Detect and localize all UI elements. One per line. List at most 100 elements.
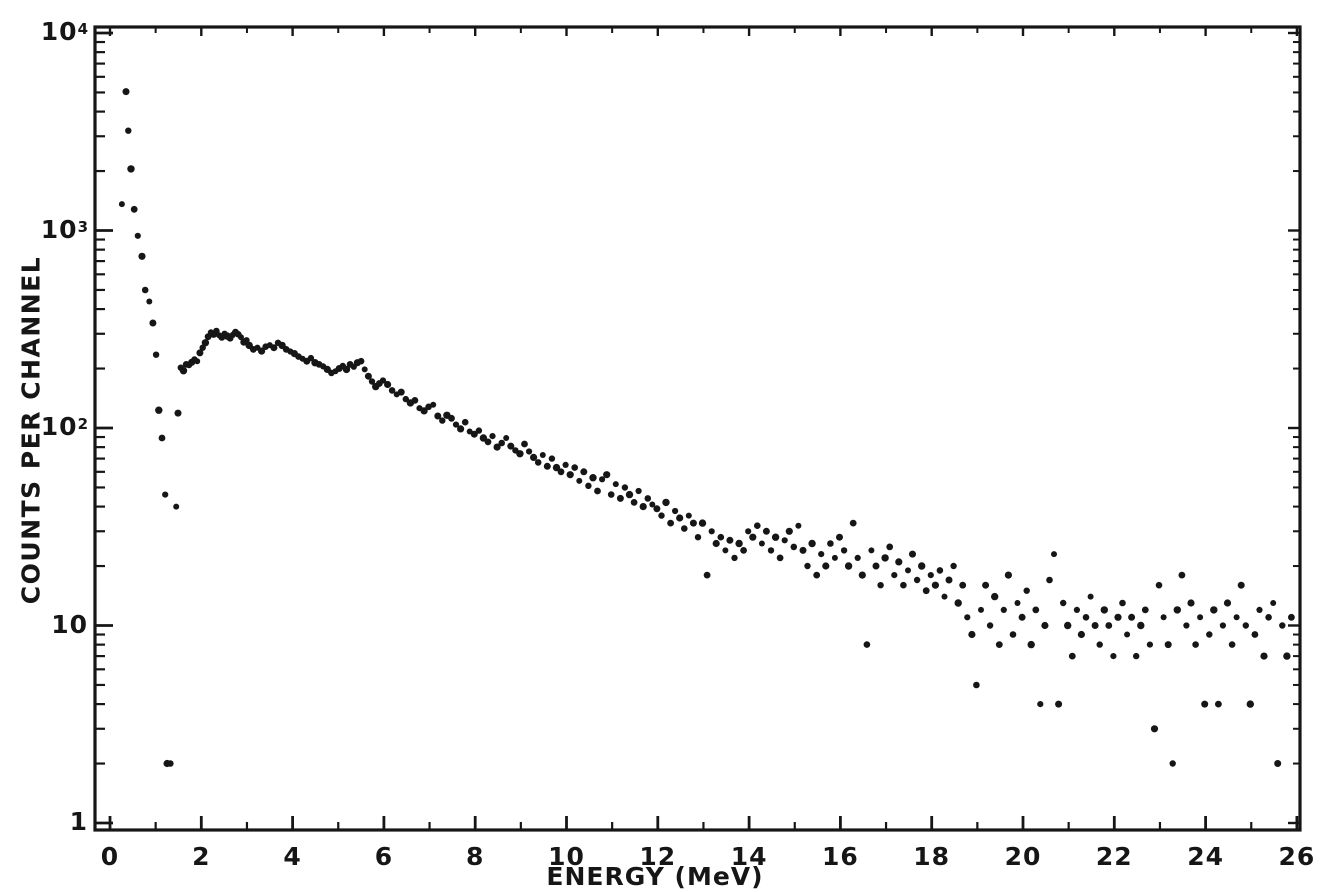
data-point	[740, 547, 747, 554]
data-point	[676, 514, 684, 522]
data-point	[342, 365, 351, 374]
data-point	[1283, 652, 1291, 660]
data-point	[1150, 725, 1159, 733]
data-point	[1051, 551, 1057, 558]
data-point	[1223, 599, 1232, 607]
data-point	[731, 554, 738, 562]
data-point	[781, 537, 788, 544]
data-point	[858, 571, 866, 579]
data-point	[877, 582, 884, 589]
data-point	[708, 528, 715, 535]
data-point	[1128, 613, 1136, 621]
data-point	[1141, 606, 1149, 614]
data-point	[364, 372, 372, 380]
data-point	[607, 491, 615, 498]
data-point	[672, 507, 679, 515]
data-point	[127, 165, 135, 173]
data-point	[589, 474, 597, 482]
data-point	[1187, 599, 1195, 607]
data-point	[872, 562, 880, 570]
data-point	[639, 503, 647, 511]
data-point	[922, 587, 930, 595]
data-point	[498, 439, 506, 447]
x-tick-label: 26	[1278, 842, 1316, 871]
data-point	[662, 498, 670, 507]
data-point	[552, 463, 561, 472]
data-point	[913, 576, 921, 584]
data-point	[475, 427, 483, 434]
y-tick-label: 103	[40, 214, 88, 244]
data-point	[1260, 652, 1268, 660]
data-point	[138, 252, 146, 260]
data-point	[954, 599, 962, 607]
data-point	[694, 534, 702, 541]
data-point	[1242, 622, 1250, 629]
data-point	[1274, 760, 1282, 767]
data-point	[1288, 613, 1295, 621]
data-point	[1228, 641, 1236, 648]
data-point	[557, 468, 565, 476]
data-point	[585, 482, 592, 489]
data-point	[1055, 700, 1063, 708]
data-point	[146, 298, 153, 305]
data-point	[931, 581, 940, 589]
data-point	[909, 550, 916, 558]
data-point	[493, 443, 501, 451]
data-point	[158, 434, 166, 442]
data-point	[762, 527, 770, 535]
data-point	[152, 351, 160, 358]
data-point	[900, 581, 907, 589]
data-point	[621, 484, 629, 491]
data-point	[448, 414, 455, 422]
data-point	[411, 397, 419, 404]
data-point	[1046, 576, 1053, 584]
data-point	[1018, 613, 1026, 621]
data-point	[936, 567, 944, 574]
data-point	[959, 581, 967, 589]
data-point	[1219, 622, 1226, 629]
data-point	[717, 533, 725, 541]
data-point	[599, 476, 606, 483]
data-point	[712, 539, 720, 548]
data-point	[420, 407, 428, 415]
y-tick-label: 1	[69, 807, 88, 836]
data-point	[576, 477, 583, 484]
data-point	[950, 562, 957, 570]
y-tick-label: 10	[51, 609, 88, 639]
data-point	[1233, 614, 1240, 621]
data-point	[790, 543, 798, 551]
data-point	[1041, 621, 1049, 630]
data-point	[307, 354, 315, 362]
data-point	[1178, 571, 1186, 579]
x-tick-label: 4	[283, 842, 302, 871]
data-points	[118, 88, 1295, 768]
data-point	[118, 201, 125, 208]
data-point	[521, 440, 528, 448]
data-point	[571, 464, 578, 471]
data-point	[625, 490, 634, 499]
data-point	[539, 452, 546, 458]
data-point	[526, 448, 533, 455]
y-tick-label: 104	[40, 17, 88, 46]
data-point	[258, 347, 266, 355]
data-point	[644, 495, 652, 502]
data-point	[886, 543, 894, 551]
data-point	[1096, 641, 1103, 648]
data-point	[1091, 622, 1099, 629]
data-point	[1124, 631, 1131, 638]
data-point	[1077, 630, 1085, 639]
data-point	[1027, 640, 1035, 649]
data-point	[1037, 701, 1044, 708]
data-point	[1210, 606, 1218, 614]
data-point	[658, 512, 665, 519]
data-point	[612, 481, 619, 488]
data-point	[122, 88, 130, 96]
data-point	[489, 433, 496, 440]
data-point	[1100, 606, 1109, 614]
data-point	[1155, 581, 1163, 589]
data-point	[1087, 593, 1094, 600]
data-point	[1133, 652, 1140, 660]
data-point	[795, 522, 802, 529]
x-tick-label: 0	[100, 842, 120, 871]
